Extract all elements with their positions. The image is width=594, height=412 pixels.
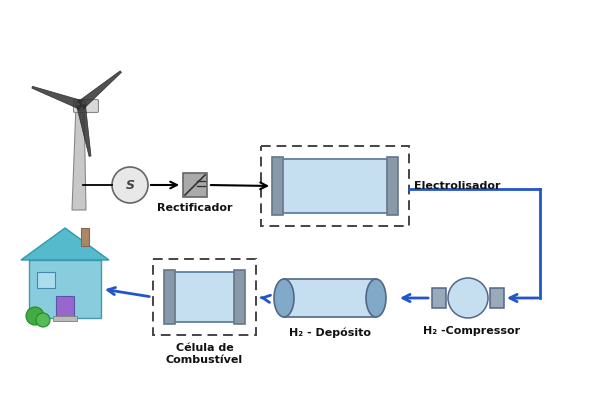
Ellipse shape (366, 279, 386, 317)
FancyBboxPatch shape (183, 173, 207, 197)
Circle shape (76, 100, 86, 110)
Polygon shape (72, 105, 86, 210)
Ellipse shape (274, 279, 294, 317)
FancyBboxPatch shape (29, 260, 101, 318)
FancyBboxPatch shape (234, 270, 245, 324)
Text: S: S (125, 178, 134, 192)
Text: Rectificador: Rectificador (157, 203, 233, 213)
Text: Electrolisador: Electrolisador (414, 181, 501, 191)
FancyBboxPatch shape (81, 228, 89, 246)
Circle shape (448, 278, 488, 318)
FancyBboxPatch shape (490, 288, 504, 308)
Text: H₂ - Depósito: H₂ - Depósito (289, 327, 371, 337)
FancyBboxPatch shape (281, 159, 389, 213)
FancyBboxPatch shape (387, 157, 398, 215)
Polygon shape (78, 71, 122, 108)
Polygon shape (21, 228, 109, 260)
FancyBboxPatch shape (56, 296, 74, 318)
FancyBboxPatch shape (284, 279, 376, 317)
FancyBboxPatch shape (173, 272, 236, 322)
FancyBboxPatch shape (74, 100, 99, 112)
Circle shape (36, 313, 50, 327)
Polygon shape (77, 104, 91, 157)
Text: Célula de
Combustível: Célula de Combustível (166, 343, 243, 365)
FancyBboxPatch shape (272, 157, 283, 215)
FancyBboxPatch shape (164, 270, 175, 324)
FancyBboxPatch shape (53, 316, 77, 321)
Circle shape (26, 307, 44, 325)
FancyBboxPatch shape (37, 272, 55, 288)
Text: H₂ -Compressor: H₂ -Compressor (424, 326, 520, 336)
Circle shape (112, 167, 148, 203)
Polygon shape (32, 86, 83, 109)
FancyBboxPatch shape (432, 288, 446, 308)
